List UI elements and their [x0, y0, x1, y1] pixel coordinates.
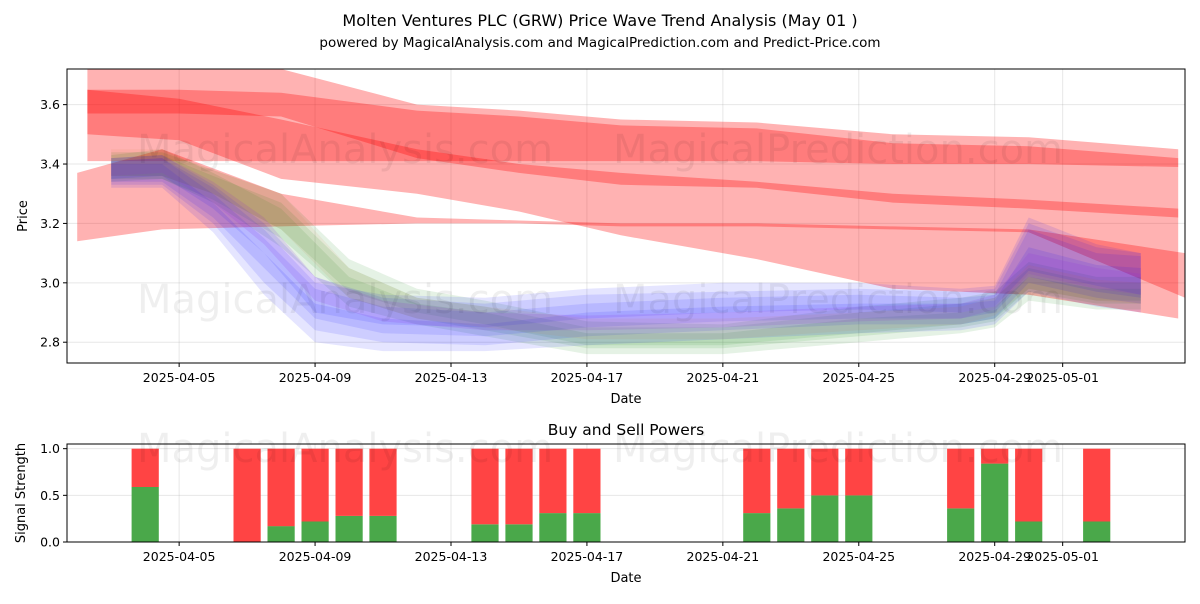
sell-bar: [845, 448, 873, 496]
signal-y-tick-label: 1.0: [40, 441, 60, 456]
sell-bar: [1083, 448, 1111, 522]
price-x-tick-label: 2025-04-05: [143, 370, 216, 385]
sell-bar: [539, 448, 567, 514]
price-x-ticks: 2025-04-05 2025-04-09 2025-04-13 2025-04-17…: [143, 363, 1099, 385]
sell-bar: [743, 448, 771, 514]
watermark-prediction: MagicalPrediction.com: [613, 127, 1063, 173]
price-y-label: Price: [16, 200, 31, 232]
price-x-tick-label: 2025-05-01: [1026, 370, 1099, 385]
sell-bar: [131, 448, 159, 487]
band-red-band-wide: [87, 69, 1179, 167]
band-orange-band-1: [111, 149, 1141, 340]
buy-bar: [777, 508, 805, 542]
signal-x-tick-label: 2025-04-13: [415, 549, 488, 564]
watermark-prediction-2: MagicalPrediction.com: [613, 277, 1063, 323]
band-red-band-mid: [87, 89, 1179, 319]
buy-bar: [981, 463, 1009, 542]
signal-watermarks: MagicalAnalysis.com MagicalPrediction.co…: [137, 426, 1063, 472]
signal-x-ticks: 2025-04-05 2025-04-09 2025-04-13 2025-04-17…: [143, 542, 1099, 564]
signal-x-tick-label: 2025-04-05: [143, 549, 216, 564]
buy-bar: [573, 513, 601, 542]
band-blue-band-4: [111, 158, 1141, 328]
signal-x-tick-label: 2025-04-29: [958, 549, 1031, 564]
sell-bar: [981, 448, 1009, 464]
price-y-tick-label: 3.2: [40, 216, 60, 231]
band-blue-band-3: [111, 164, 1141, 352]
price-wave-panel: MagicalAnalysis.com MagicalPrediction.co…: [16, 68, 1186, 407]
band-green-band-3: [111, 149, 1141, 355]
band-blue-band-1: [111, 158, 1141, 346]
signal-panel: Buy and Sell Powers MagicalAnalysis.com …: [14, 421, 1186, 586]
price-x-tick-label: 2025-04-21: [687, 370, 760, 385]
buy-bar: [947, 508, 975, 542]
price-x-tick-label: 2025-04-17: [551, 370, 624, 385]
chart-title: Molten Ventures PLC (GRW) Price Wave Tre…: [342, 11, 857, 30]
signal-x-tick-label: 2025-04-09: [279, 549, 352, 564]
price-plot-border: [66, 68, 1186, 364]
band-green-band-2: [111, 152, 1141, 346]
buy-bar: [539, 513, 567, 542]
sell-bar: [811, 448, 839, 496]
sell-bar: [233, 448, 261, 542]
price-x-tick-label: 2025-04-09: [279, 370, 352, 385]
sell-bar: [505, 448, 533, 525]
buy-bar: [369, 515, 397, 542]
watermark-analysis: MagicalAnalysis.com: [137, 127, 553, 173]
buy-bar: [743, 513, 771, 542]
buy-bar: [505, 524, 533, 542]
band-green-band-1: [111, 155, 1141, 349]
band-red-band-high: [87, 89, 1179, 218]
buy-bar: [131, 486, 159, 542]
price-watermarks: MagicalAnalysis.com MagicalPrediction.co…: [137, 127, 1063, 323]
signal-y-tick-label: 0.0: [40, 535, 60, 550]
sell-bar: [335, 448, 363, 516]
price-bands: [77, 69, 1185, 355]
watermark-analysis-2: MagicalAnalysis.com: [137, 277, 553, 323]
sell-bar: [369, 448, 397, 516]
price-y-tick-label: 3.0: [40, 275, 60, 290]
band-red-band-low: [77, 149, 1185, 298]
signal-x-tick-label: 2025-04-21: [687, 549, 760, 564]
signal-y-label: Signal Strength: [14, 443, 29, 543]
signal-y-ticks: 0.0 0.5 1.0: [40, 441, 67, 550]
band-blue-band-2: [111, 155, 1141, 337]
signal-plot-border: [66, 443, 1186, 543]
sell-bar: [573, 448, 601, 514]
buy-bar: [845, 495, 873, 542]
price-x-tick-label: 2025-04-13: [415, 370, 488, 385]
watermark-prediction-3: MagicalPrediction.com: [613, 426, 1063, 472]
buy-bar: [471, 524, 499, 542]
signal-title: Buy and Sell Powers: [548, 421, 705, 439]
buy-bar: [301, 521, 329, 542]
price-y-tick-label: 3.6: [40, 97, 60, 112]
price-x-label: Date: [610, 392, 641, 407]
buy-bar: [811, 495, 839, 542]
signal-x-tick-label: 2025-04-17: [551, 549, 624, 564]
price-plot-frame: [67, 69, 1185, 363]
sell-bar: [777, 448, 805, 509]
price-x-tick-label: 2025-04-25: [822, 370, 895, 385]
buy-bar: [267, 526, 295, 542]
watermark-analysis-3: MagicalAnalysis.com: [137, 426, 553, 472]
sell-bar: [471, 448, 499, 525]
sell-bar: [1015, 448, 1043, 522]
price-y-tick-label: 3.4: [40, 157, 60, 172]
signal-bars: [131, 448, 1111, 542]
price-y-ticks: 2.8 3.0 3.2 3.4 3.6: [40, 97, 67, 350]
sell-bar: [301, 448, 329, 522]
buy-bar: [335, 515, 363, 542]
price-y-tick-label: 2.8: [40, 335, 60, 350]
chart-subtitle: powered by MagicalAnalysis.com and Magic…: [319, 35, 880, 51]
signal-x-label: Date: [610, 571, 641, 586]
price-x-tick-label: 2025-04-29: [958, 370, 1031, 385]
buy-bar: [1083, 521, 1111, 542]
signal-y-tick-label: 0.5: [40, 488, 60, 503]
sell-bar: [947, 448, 975, 509]
buy-bar: [1015, 521, 1043, 542]
signal-x-tick-label: 2025-04-25: [822, 549, 895, 564]
signal-x-tick-label: 2025-05-01: [1026, 549, 1099, 564]
price-grid: [67, 69, 1185, 363]
sell-bar: [267, 448, 295, 527]
